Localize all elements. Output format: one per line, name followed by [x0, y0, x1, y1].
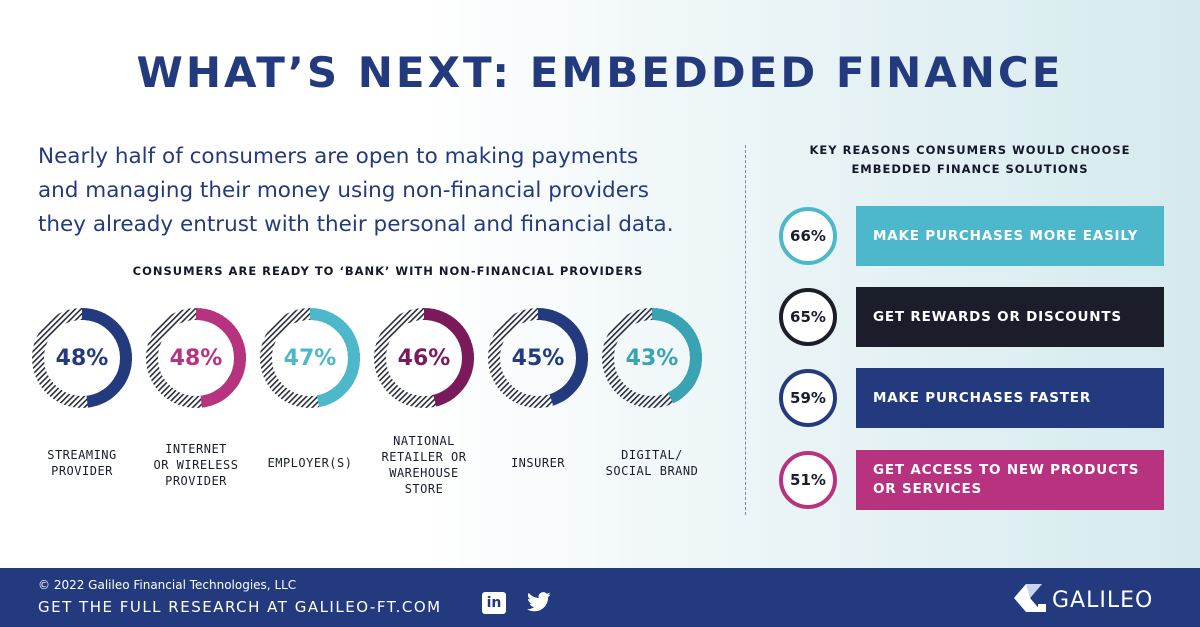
footer: © 2022 Galileo Financial Technologies, L… — [0, 568, 1200, 627]
category-label-line: DIGITAL/ — [621, 448, 683, 462]
donut-category-label: NATIONAL RETAILER OR WAREHOUSE STORE — [359, 433, 489, 497]
donut-item: 48% — [31, 307, 133, 409]
galileo-logo-icon — [1014, 584, 1046, 612]
donut-value-arc — [260, 308, 360, 408]
donut-category-label: INSURER — [473, 455, 603, 471]
reasons-title-line: EMBEDDED FINANCE SOLUTIONS — [851, 162, 1089, 176]
reason-percent-badge: 65% — [779, 288, 837, 346]
donut-item: 43% — [601, 307, 703, 409]
reason-label: MAKE PURCHASES FASTER — [873, 389, 1091, 408]
reason-label: GET ACCESS TO NEW PRODUCTS OR SERVICES — [873, 461, 1139, 499]
donut-value-label: 48% — [55, 345, 109, 371]
reason-label: MAKE PURCHASES MORE EASILY — [873, 227, 1138, 246]
donut-item: 46% — [373, 307, 475, 409]
reason-percent-badge: 59% — [779, 369, 837, 427]
donut-category-label: INTERNET OR WIRELESS PROVIDER — [131, 441, 261, 489]
category-label-line: RETAILER OR — [381, 450, 467, 464]
donut-category-label: STREAMING PROVIDER — [17, 447, 147, 479]
reasons-title: KEY REASONS CONSUMERS WOULD CHOOSE EMBED… — [760, 141, 1180, 179]
reason-label-line: GET REWARDS OR DISCOUNTS — [873, 308, 1122, 325]
donut-ring — [374, 308, 474, 408]
donut-ring — [260, 308, 360, 408]
linkedin-icon[interactable]: in — [482, 592, 506, 614]
category-label-line: EMPLOYER(S) — [267, 456, 353, 470]
reason-label-line: MAKE PURCHASES FASTER — [873, 389, 1092, 406]
donut-item: 48% — [145, 307, 247, 409]
category-label-line: OR WIRELESS — [153, 458, 239, 472]
donut-category-label: EMPLOYER(S) — [245, 455, 375, 471]
donut-chart-title: CONSUMERS ARE READY TO ‘BANK’ WITH NON-F… — [132, 264, 644, 278]
reason-label: GET REWARDS OR DISCOUNTS — [873, 308, 1122, 327]
reason-label-line: OR SERVICES — [873, 481, 983, 497]
intro-line: they already entrust with their personal… — [38, 212, 674, 237]
category-label-line: PROVIDER — [51, 464, 113, 478]
donut-value-label: 43% — [625, 345, 679, 371]
reason-bar: MAKE PURCHASES FASTER — [856, 368, 1164, 428]
donut-item: 45% — [487, 307, 589, 409]
reason-label-line: MAKE PURCHASES MORE EASILY — [873, 227, 1139, 244]
reason-bar: GET REWARDS OR DISCOUNTS — [856, 287, 1164, 347]
copyright: © 2022 Galileo Financial Technologies, L… — [38, 578, 297, 592]
reason-percent-badge: 51% — [779, 451, 837, 509]
category-label-line: STREAMING — [47, 448, 117, 462]
reasons-title-line: KEY REASONS CONSUMERS WOULD CHOOSE — [809, 143, 1131, 157]
category-label-line: SOCIAL BRAND — [605, 464, 699, 478]
intro-line: and managing their money using non-finan… — [38, 178, 649, 203]
intro-text: Nearly half of consumers are open to mak… — [38, 140, 718, 242]
reason-percent-badge: 66% — [779, 207, 837, 265]
donut-ring — [488, 308, 588, 408]
page-title: WHAT’S NEXT: EMBEDDED FINANCE — [136, 48, 1064, 97]
donut-value-arc — [374, 308, 474, 408]
donut-item: 47% — [259, 307, 361, 409]
donut-ring — [32, 308, 132, 408]
donut-value-arc — [146, 308, 246, 408]
galileo-logo-text: GALILEO — [1052, 588, 1154, 613]
twitter-icon[interactable] — [527, 592, 551, 612]
donut-value-arc — [488, 308, 588, 408]
category-label-line: PROVIDER — [165, 474, 227, 488]
research-link[interactable]: GET THE FULL RESEARCH AT GALILEO-FT.COM — [38, 598, 442, 616]
reason-label-line: GET ACCESS TO NEW PRODUCTS — [873, 462, 1140, 478]
donut-value-label: 46% — [397, 345, 451, 371]
category-label-line: WAREHOUSE — [389, 466, 459, 480]
donut-category-label: DIGITAL/SOCIAL BRAND — [587, 447, 717, 479]
donut-value-arc — [32, 308, 132, 408]
donut-ring — [602, 308, 702, 408]
category-label-line: INSURER — [510, 456, 566, 470]
intro-line: Nearly half of consumers are open to mak… — [38, 144, 639, 169]
reason-bar: GET ACCESS TO NEW PRODUCTS OR SERVICES — [856, 450, 1164, 510]
category-label-line: NATIONAL — [393, 434, 455, 448]
donut-ring — [146, 308, 246, 408]
donut-value-label: 45% — [511, 345, 565, 371]
section-divider — [745, 145, 746, 515]
donut-value-label: 47% — [283, 345, 337, 371]
category-label-line: INTERNET — [165, 442, 227, 456]
reason-bar: MAKE PURCHASES MORE EASILY — [856, 206, 1164, 266]
category-label-line: STORE — [404, 482, 444, 496]
donut-value-label: 48% — [169, 345, 223, 371]
donut-value-arc — [602, 308, 702, 408]
